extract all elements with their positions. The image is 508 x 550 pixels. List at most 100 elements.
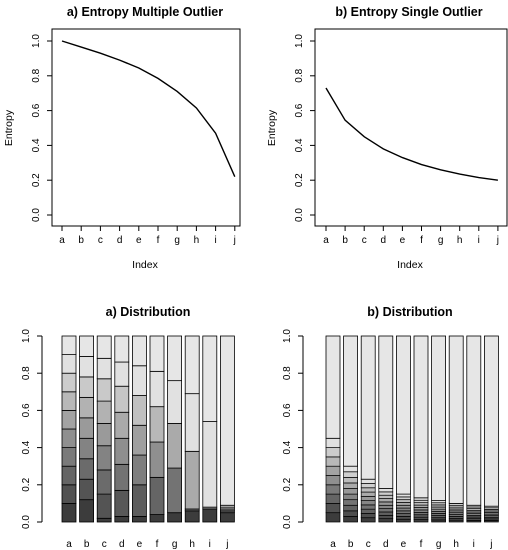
series-line [61,40,236,178]
bar-segment [325,475,341,486]
bar-segment [378,498,394,503]
x-tick-label: j [489,539,492,550]
y-axis-label: Entropy [3,109,15,146]
bar-segment [396,513,411,517]
y-axis-label: Entropy [266,109,278,146]
panel-entropy-single-outlier: b) Entropy Single Outlier 0.00.20.40.60.… [266,5,508,271]
bar-segment [360,495,376,501]
bar-segment [131,454,147,486]
bar-segment [167,512,183,523]
bar-segment [483,335,499,507]
bar-segment [413,499,429,504]
bar-segment [184,335,200,395]
bar-segment [343,465,358,473]
bar-segment [325,493,341,504]
x-tick-label: j [225,539,228,550]
y-tick-label: 0.0 [294,208,305,222]
y-tick-label: 0.8 [282,366,293,380]
x-axis-label: Index [132,259,158,271]
bar-segment [378,501,394,506]
bar-segment [96,493,112,519]
x-tick-label: f [157,235,160,246]
bar-segment [325,512,341,523]
bar-segment [149,406,165,443]
bar-segment [413,502,429,506]
bar-segment [167,335,183,382]
x-tick-label: a [66,539,72,550]
x-tick-label: b [78,235,84,246]
y-tick-label: 0.2 [282,477,293,491]
bar-segment [360,500,376,506]
bar-segment [96,357,112,380]
plot-box [51,28,241,227]
bar-segment [61,372,77,393]
bar-segment [396,499,411,503]
x-tick-label: h [453,539,459,550]
y-tick-label: 0.0 [282,515,293,529]
y-tick-label: 1.0 [31,34,42,48]
bar-segment [149,370,165,408]
y-tick-label: 0.2 [21,477,32,491]
bar-segment [360,335,376,480]
bar-segment [96,400,112,424]
bar-segment [413,519,429,523]
bar-segment [343,482,358,489]
bar-segment [114,516,130,523]
x-tick-label: h [457,235,463,246]
x-tick-label: b [348,539,354,550]
x-tick-label: g [174,235,180,246]
chart-title: b) Distribution [367,305,452,319]
bar-segment [413,504,429,508]
plot-box [314,28,508,227]
bar-segment [167,380,183,424]
bar-segment [114,463,130,491]
bar-segment [343,516,358,523]
bar-segment [131,516,147,523]
x-tick-label: h [194,235,200,246]
bar-segment [325,503,341,514]
y-tick-label: 0.2 [294,173,305,187]
line-series [325,87,498,181]
bar-segment [184,450,200,510]
bar-segment [96,517,112,523]
bar-segment [431,335,447,502]
x-tick-label: e [401,539,407,550]
x-tick-label: e [136,235,142,246]
bar-segment [378,494,394,499]
bar-segment [360,508,376,514]
bar-segment [360,487,376,493]
bar-segment [61,428,77,449]
x-tick-label: g [438,235,444,246]
x-tick-label: f [156,539,159,550]
bar-segment [96,378,112,402]
bar-segment [61,409,77,430]
bar-segment [360,483,376,489]
bar-segment [79,458,94,480]
chart-title: a) Entropy Multiple Outlier [67,5,223,19]
x-tick-label: a [59,235,65,246]
x-tick-label: c [102,539,107,550]
x-tick-label: i [214,235,216,246]
bar-segment [325,437,341,448]
bar-segment [396,518,411,523]
bar-segment [325,335,341,439]
x-tick-label: a [330,539,336,550]
y-axis: 0.0 0.2 0.4 0.6 0.8 1.0 [282,329,304,529]
bar-segment [413,335,429,499]
bar-segment [396,510,411,514]
bar-segment [131,335,147,367]
x-tick-label: b [84,539,90,550]
bar-segment [114,489,130,517]
bar-segment [343,471,358,478]
x-tick-label: i [473,539,475,550]
bar-segment [96,423,112,447]
x-tick-label: b [342,235,348,246]
y-tick-label: 0.6 [21,403,32,417]
bar-segment [378,508,394,513]
y-tick-label: 0.8 [31,68,42,82]
bar-segment [61,354,77,374]
x-tick-label: i [209,539,211,550]
